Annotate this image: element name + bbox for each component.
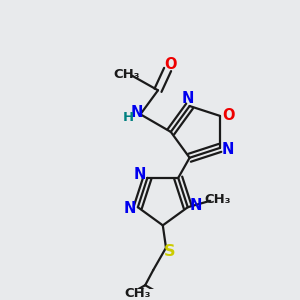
Text: N: N <box>182 91 194 106</box>
Text: CH₃: CH₃ <box>124 287 151 300</box>
Text: CH₃: CH₃ <box>204 193 230 206</box>
Text: S: S <box>164 244 175 259</box>
Text: N: N <box>133 167 145 182</box>
Text: O: O <box>164 57 176 72</box>
Text: N: N <box>222 142 234 157</box>
Text: H: H <box>123 111 134 124</box>
Text: N: N <box>190 198 202 213</box>
Text: N: N <box>124 201 136 216</box>
Text: O: O <box>222 108 234 123</box>
Text: CH₃: CH₃ <box>113 68 140 81</box>
Text: N: N <box>130 105 143 120</box>
